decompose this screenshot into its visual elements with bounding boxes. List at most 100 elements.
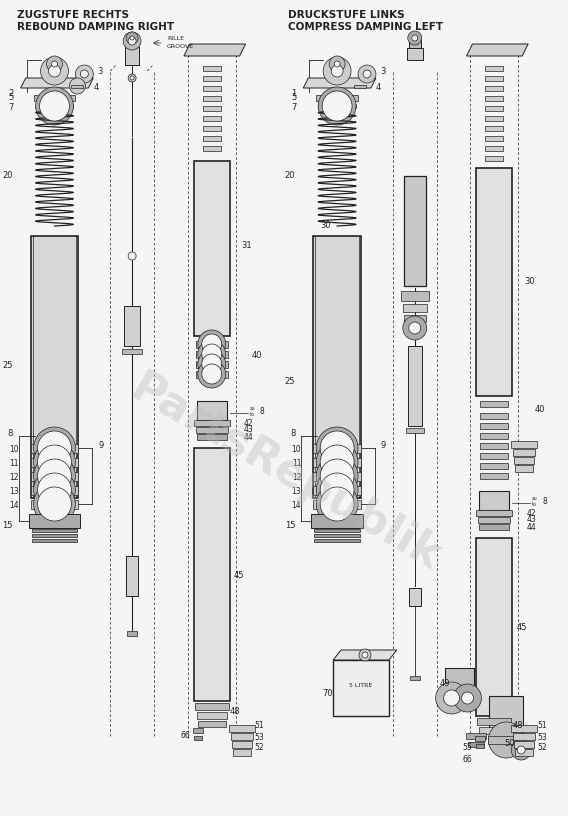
Bar — [36, 104, 73, 108]
Text: 8: 8 — [7, 429, 12, 438]
Text: 30: 30 — [524, 277, 535, 286]
Bar — [478, 517, 510, 523]
Polygon shape — [184, 44, 245, 56]
Bar — [486, 126, 503, 131]
Bar — [313, 236, 361, 498]
Bar — [486, 135, 503, 140]
Circle shape — [329, 56, 345, 72]
Bar — [486, 145, 503, 150]
Circle shape — [408, 31, 421, 45]
Bar — [511, 725, 537, 731]
Text: 12: 12 — [9, 473, 19, 482]
Bar — [203, 145, 221, 150]
Text: zu: zu — [532, 496, 538, 502]
Text: PartsRepublik: PartsRepublik — [123, 367, 448, 579]
Bar — [481, 443, 508, 449]
Bar — [477, 168, 512, 396]
Text: 48: 48 — [229, 707, 240, 716]
Bar — [34, 95, 76, 101]
Circle shape — [320, 487, 354, 521]
Circle shape — [488, 722, 524, 758]
Circle shape — [320, 431, 354, 465]
Bar — [194, 161, 229, 336]
Text: 20: 20 — [2, 171, 12, 180]
Text: 11: 11 — [292, 459, 301, 468]
Bar — [513, 733, 535, 739]
Bar — [203, 126, 221, 131]
Text: 45: 45 — [516, 623, 527, 632]
Bar — [445, 668, 474, 696]
Bar — [196, 340, 228, 348]
Circle shape — [37, 473, 72, 507]
Circle shape — [316, 455, 358, 497]
Circle shape — [363, 70, 371, 78]
Text: 15: 15 — [2, 521, 12, 530]
Text: 31: 31 — [241, 242, 252, 251]
Bar — [403, 304, 427, 312]
Text: 52: 52 — [254, 743, 264, 752]
Bar — [408, 346, 421, 426]
Bar — [196, 427, 228, 433]
Bar — [195, 703, 229, 709]
Bar — [122, 348, 142, 353]
Bar — [203, 135, 221, 140]
Polygon shape — [20, 78, 93, 88]
Bar — [311, 514, 363, 528]
Text: 52: 52 — [537, 743, 547, 752]
Text: 9: 9 — [381, 441, 386, 450]
Bar — [313, 458, 361, 467]
Text: to: to — [532, 503, 537, 508]
Text: 42: 42 — [244, 419, 253, 428]
Bar — [193, 728, 203, 733]
Circle shape — [37, 445, 72, 479]
Text: 1: 1 — [291, 88, 296, 97]
Circle shape — [37, 431, 72, 465]
Text: 3: 3 — [380, 68, 385, 77]
Circle shape — [412, 35, 417, 41]
Circle shape — [128, 37, 136, 45]
Text: 13: 13 — [9, 487, 19, 496]
Bar — [409, 588, 421, 606]
Circle shape — [202, 364, 222, 384]
Text: 2: 2 — [9, 88, 14, 97]
Circle shape — [34, 441, 76, 483]
Bar — [196, 351, 228, 357]
Bar — [125, 47, 139, 65]
Circle shape — [34, 469, 76, 511]
Text: 15: 15 — [285, 521, 295, 530]
Bar — [354, 85, 366, 87]
Circle shape — [358, 65, 376, 83]
Bar — [410, 676, 420, 680]
Bar — [203, 65, 221, 70]
Text: 10: 10 — [9, 446, 19, 455]
Circle shape — [436, 682, 467, 714]
Circle shape — [40, 91, 69, 121]
Circle shape — [202, 354, 222, 374]
Bar — [514, 740, 534, 747]
Text: 51: 51 — [254, 721, 264, 730]
Text: 9: 9 — [98, 441, 103, 450]
Bar — [198, 721, 225, 727]
Bar — [233, 748, 250, 756]
Circle shape — [123, 32, 141, 50]
Circle shape — [316, 483, 358, 525]
Text: 66: 66 — [463, 756, 473, 765]
Text: 53: 53 — [537, 734, 547, 743]
Bar — [31, 472, 78, 481]
Bar — [477, 510, 512, 516]
Circle shape — [37, 459, 72, 493]
Circle shape — [128, 252, 136, 260]
Text: 14: 14 — [292, 502, 301, 511]
Bar — [481, 413, 508, 419]
Bar — [203, 105, 221, 110]
Circle shape — [320, 459, 354, 493]
Text: 42: 42 — [526, 508, 536, 517]
Circle shape — [331, 65, 343, 77]
Text: 12: 12 — [292, 473, 301, 482]
Circle shape — [40, 57, 68, 85]
Circle shape — [362, 652, 368, 658]
Circle shape — [36, 87, 73, 125]
Bar — [31, 458, 78, 467]
Bar — [32, 539, 77, 542]
Bar — [314, 539, 360, 542]
